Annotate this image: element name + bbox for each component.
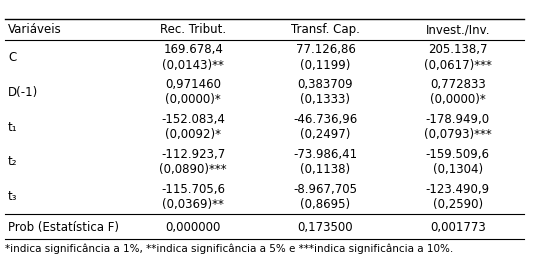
Text: 0,772833: 0,772833	[430, 78, 486, 91]
Text: -46.736,96: -46.736,96	[293, 113, 358, 126]
Text: (0,0143)**: (0,0143)**	[162, 58, 224, 72]
Text: (0,0000)*: (0,0000)*	[430, 93, 486, 107]
Text: t₁: t₁	[8, 121, 18, 134]
Text: 77.126,86: 77.126,86	[295, 43, 356, 56]
Text: -115.705,6: -115.705,6	[161, 183, 225, 196]
Text: C: C	[8, 51, 16, 64]
Text: 0,000000: 0,000000	[165, 221, 221, 234]
Text: Rec. Tribut.: Rec. Tribut.	[160, 23, 226, 36]
Text: *indica significância a 1%, **indica significância a 5% e ***indica significânci: *indica significância a 1%, **indica sig…	[6, 244, 453, 254]
Text: (0,2497): (0,2497)	[300, 128, 351, 141]
Text: Prob (Estatística F): Prob (Estatística F)	[8, 221, 119, 234]
Text: -178.949,0: -178.949,0	[426, 113, 490, 126]
Text: (0,0890)***: (0,0890)***	[159, 163, 227, 176]
Text: (0,2590): (0,2590)	[432, 198, 483, 211]
Text: 0,001773: 0,001773	[430, 221, 486, 234]
Text: t₃: t₃	[8, 190, 18, 203]
Text: (0,1304): (0,1304)	[432, 163, 483, 176]
Text: Transf. Cap.: Transf. Cap.	[291, 23, 360, 36]
Text: (0,0000)*: (0,0000)*	[165, 93, 221, 107]
Text: (0,0369)**: (0,0369)**	[162, 198, 224, 211]
Text: -8.967,705: -8.967,705	[294, 183, 357, 196]
Text: 0,971460: 0,971460	[165, 78, 221, 91]
Text: -152.083,4: -152.083,4	[161, 113, 225, 126]
Text: (0,8695): (0,8695)	[300, 198, 351, 211]
Text: (0,1138): (0,1138)	[300, 163, 351, 176]
Text: Variáveis: Variáveis	[8, 23, 62, 36]
Text: (0,0793)***: (0,0793)***	[424, 128, 492, 141]
Text: (0,0092)*: (0,0092)*	[165, 128, 221, 141]
Text: -159.509,6: -159.509,6	[426, 148, 489, 161]
Text: (0,0617)***: (0,0617)***	[424, 58, 492, 72]
Text: 205.138,7: 205.138,7	[428, 43, 487, 56]
Text: 0,383709: 0,383709	[298, 78, 353, 91]
Text: 169.678,4: 169.678,4	[163, 43, 223, 56]
Text: -123.490,9: -123.490,9	[426, 183, 490, 196]
Text: -112.923,7: -112.923,7	[161, 148, 226, 161]
Text: t₂: t₂	[8, 155, 18, 168]
Text: Invest./Inv.: Invest./Inv.	[425, 23, 490, 36]
Text: (0,1333): (0,1333)	[300, 93, 351, 107]
Text: -73.986,41: -73.986,41	[294, 148, 357, 161]
Text: 0,173500: 0,173500	[298, 221, 353, 234]
Text: (0,1199): (0,1199)	[300, 58, 351, 72]
Text: D(-1): D(-1)	[8, 86, 38, 99]
